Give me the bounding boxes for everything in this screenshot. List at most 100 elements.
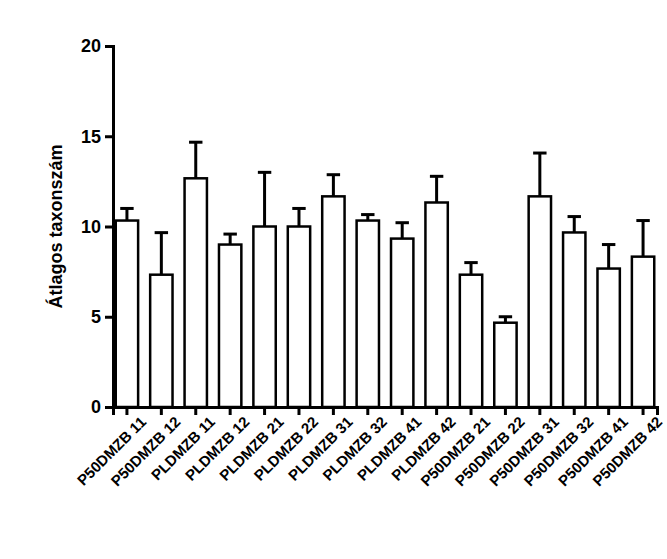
- x-axis: P50DMZB 11P50DMZB 12PLDMZB 11PLDMZB 12PL…: [74, 407, 666, 489]
- error-line: [229, 234, 232, 244]
- error-cap: [258, 171, 271, 174]
- error-cap: [292, 207, 305, 210]
- error-bar: [361, 215, 374, 221]
- error-bar: [430, 176, 443, 202]
- bar: [529, 196, 551, 407]
- error-line: [470, 263, 473, 275]
- x-tick-mark: [297, 407, 300, 415]
- error-cap: [189, 141, 202, 144]
- bar: [632, 257, 654, 407]
- error-bar: [499, 317, 512, 323]
- error-bar: [395, 223, 408, 239]
- y-tick: 5: [91, 307, 113, 327]
- error-bar: [327, 175, 340, 197]
- x-tick-mark: [332, 407, 335, 415]
- x-tick-mark: [366, 407, 369, 415]
- error-bar: [189, 142, 202, 178]
- y-tick: 15: [81, 127, 113, 147]
- error-line: [125, 208, 128, 220]
- error-bar: [464, 263, 477, 275]
- bar: [219, 245, 241, 407]
- y-tick-label: 15: [81, 127, 101, 147]
- y-tick-mark: [105, 406, 113, 409]
- error-cap: [636, 219, 649, 222]
- error-line: [194, 142, 197, 178]
- bar: [357, 221, 379, 407]
- x-tick-mark: [401, 407, 404, 415]
- y-tick-mark: [105, 226, 113, 229]
- bar: [391, 239, 413, 407]
- x-tick-mark: [125, 407, 128, 415]
- error-bar: [223, 234, 236, 244]
- y-tick-mark: [105, 135, 113, 138]
- error-bar: [602, 245, 615, 269]
- error-cap: [464, 261, 477, 264]
- y-tick-label: 10: [81, 217, 101, 237]
- error-cap: [499, 315, 512, 318]
- y-axis-line: [105, 47, 114, 408]
- y-tick-label: 20: [81, 36, 101, 56]
- error-cap: [327, 173, 340, 176]
- y-axis: 0 5 10 15 20: [81, 36, 114, 417]
- error-line: [401, 223, 404, 239]
- y-tick: 0: [91, 397, 113, 417]
- x-tick-mark: [263, 407, 266, 415]
- error-cap: [602, 243, 615, 246]
- x-tick-mark: [194, 407, 197, 415]
- x-tick-mark: [229, 407, 232, 415]
- error-bar: [636, 221, 649, 257]
- error-cap: [155, 231, 168, 234]
- bar: [150, 275, 172, 407]
- error-line: [607, 245, 610, 269]
- y-tick: 20: [81, 36, 113, 56]
- error-bar: [568, 217, 581, 233]
- x-tick-mark: [642, 407, 645, 415]
- x-axis-line: [114, 408, 658, 416]
- x-tick-mark: [435, 407, 438, 415]
- y-tick-mark: [105, 45, 113, 48]
- error-cap: [568, 215, 581, 218]
- error-bar: [292, 208, 305, 226]
- error-bar: [533, 153, 546, 196]
- x-tick-mark: [573, 407, 576, 415]
- error-cap: [361, 213, 374, 216]
- chart: 0 5 10 15 20 P50DMZB 11P50DMZB 12PLDMZB 11PLD…: [0, 0, 667, 559]
- error-line: [332, 175, 335, 197]
- y-tick-label: 0: [91, 397, 101, 417]
- error-line: [435, 176, 438, 202]
- bars: [116, 142, 654, 407]
- error-cap: [395, 221, 408, 224]
- bar: [322, 196, 344, 407]
- plot: 0 5 10 15 20 P50DMZB 11P50DMZB 12PLDMZB 11PLD…: [74, 36, 666, 489]
- bar: [460, 275, 482, 407]
- bar: [185, 178, 207, 407]
- error-cap: [533, 152, 546, 155]
- x-tick-mark: [160, 407, 163, 415]
- bar: [563, 232, 585, 407]
- x-tick-mark: [504, 407, 507, 415]
- bar: [597, 269, 619, 407]
- error-line: [160, 233, 163, 275]
- y-tick-label: 5: [91, 307, 101, 327]
- error-cap: [120, 207, 133, 210]
- bar: [253, 227, 275, 408]
- x-tick-label: P50DMZB 42: [589, 413, 665, 489]
- y-axis-title: Átlagos taxonszám: [45, 144, 66, 308]
- error-cap: [223, 233, 236, 236]
- error-line: [573, 217, 576, 233]
- bar: [425, 202, 447, 407]
- y-tick-mark: [105, 316, 113, 319]
- x-tick-mark: [607, 407, 610, 415]
- error-line: [538, 153, 541, 196]
- error-bar: [120, 208, 133, 220]
- error-bar: [155, 233, 168, 275]
- error-bar: [258, 172, 271, 226]
- x-tick: P50DMZB 42: [589, 407, 665, 489]
- error-line: [642, 221, 645, 257]
- x-tick-mark: [470, 407, 473, 415]
- error-cap: [430, 175, 443, 178]
- bar: [494, 323, 516, 407]
- x-tick-mark: [538, 407, 541, 415]
- bar: [288, 227, 310, 408]
- error-line: [297, 208, 300, 226]
